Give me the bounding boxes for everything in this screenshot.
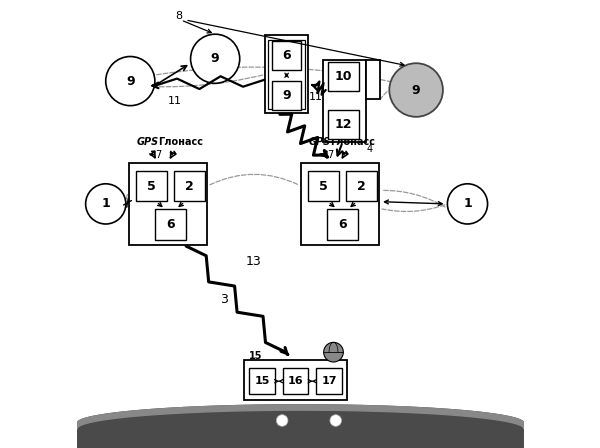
Bar (129, 163, 208, 245)
Text: Глонасс: Глонасс (158, 137, 203, 147)
Text: 16: 16 (288, 376, 304, 386)
Text: 6: 6 (338, 218, 347, 231)
Text: 8: 8 (175, 11, 182, 22)
Bar (244, 360, 347, 401)
Circle shape (330, 415, 341, 426)
Bar (316, 368, 342, 394)
Text: 11: 11 (308, 92, 323, 102)
Text: 6: 6 (282, 49, 291, 62)
Text: 9: 9 (282, 89, 291, 102)
Text: 7: 7 (327, 150, 334, 160)
Circle shape (389, 63, 443, 117)
Polygon shape (366, 60, 380, 99)
Bar (346, 171, 377, 201)
Circle shape (106, 56, 155, 106)
Text: 2: 2 (357, 180, 365, 193)
Bar (272, 81, 301, 110)
Text: 17: 17 (321, 376, 337, 386)
Bar (328, 110, 359, 139)
Text: GPS: GPS (308, 137, 330, 147)
Text: 2: 2 (185, 180, 194, 193)
FancyArrowPatch shape (124, 67, 422, 89)
Bar (249, 368, 275, 394)
Text: 15: 15 (254, 376, 270, 386)
Circle shape (448, 184, 488, 224)
FancyArrowPatch shape (125, 193, 128, 206)
Text: 15: 15 (248, 351, 262, 361)
Text: 9: 9 (211, 52, 220, 65)
Text: 7: 7 (155, 150, 161, 160)
Circle shape (191, 34, 240, 83)
Bar (173, 171, 205, 201)
Bar (272, 41, 301, 70)
Text: 1: 1 (463, 198, 472, 211)
Text: 9: 9 (412, 83, 421, 96)
Text: 1: 1 (101, 198, 110, 211)
FancyArrowPatch shape (380, 92, 387, 99)
Text: 13: 13 (245, 255, 261, 268)
Text: 3: 3 (220, 293, 228, 306)
Bar (328, 62, 359, 91)
FancyArrowPatch shape (382, 205, 445, 211)
Text: 9: 9 (126, 74, 134, 88)
Text: GPS: GPS (136, 137, 158, 147)
Circle shape (323, 342, 343, 362)
Bar (268, 40, 305, 109)
Text: 5: 5 (319, 180, 328, 193)
FancyArrowPatch shape (210, 174, 299, 185)
Circle shape (86, 184, 126, 224)
Text: 4: 4 (366, 144, 372, 154)
Text: 11: 11 (168, 96, 182, 106)
Bar (308, 171, 340, 201)
Bar (301, 163, 379, 245)
Bar (136, 171, 167, 201)
FancyArrowPatch shape (133, 75, 263, 87)
Text: 12: 12 (335, 118, 353, 131)
Text: Глонасс: Глонасс (330, 137, 375, 147)
FancyArrowPatch shape (382, 190, 445, 207)
Text: 10: 10 (335, 70, 353, 83)
Bar (155, 209, 186, 240)
Bar (283, 368, 308, 394)
Text: 6: 6 (166, 218, 175, 231)
Bar (265, 35, 308, 113)
Text: 5: 5 (148, 180, 156, 193)
Bar (323, 60, 366, 142)
Bar (327, 209, 358, 240)
Circle shape (277, 415, 288, 426)
